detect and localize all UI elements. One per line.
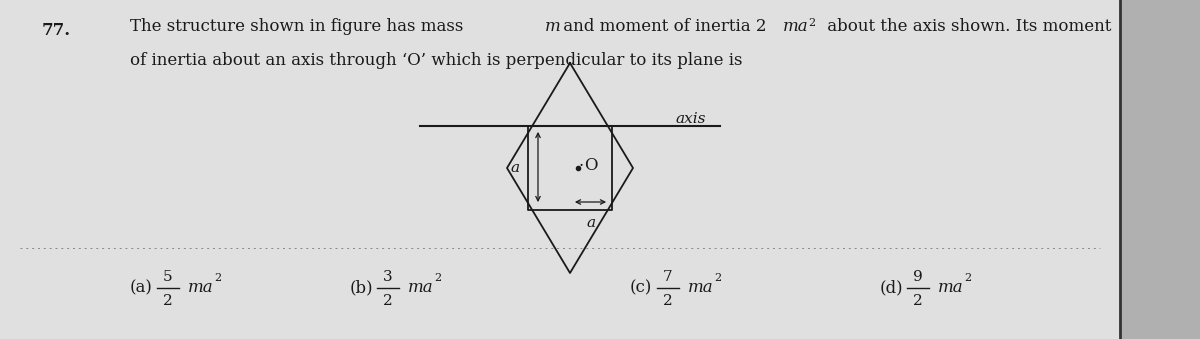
Text: about the axis shown. Its moment: about the axis shown. Its moment bbox=[822, 18, 1111, 35]
Text: 5: 5 bbox=[163, 270, 173, 284]
Text: 2: 2 bbox=[163, 294, 173, 308]
Text: ma: ma bbox=[188, 279, 214, 297]
Bar bbox=[1120, 0, 1200, 339]
Text: 3: 3 bbox=[383, 270, 392, 284]
Text: The structure shown in figure has mass: The structure shown in figure has mass bbox=[130, 18, 469, 35]
Text: a: a bbox=[587, 216, 595, 230]
Text: (c): (c) bbox=[630, 279, 653, 297]
Text: ·: · bbox=[580, 158, 584, 175]
Text: 2: 2 bbox=[714, 273, 721, 283]
Text: axis: axis bbox=[674, 112, 706, 126]
Text: 7: 7 bbox=[664, 270, 673, 284]
Text: 2: 2 bbox=[913, 294, 923, 308]
Text: ma: ma bbox=[688, 279, 714, 297]
Text: O: O bbox=[584, 158, 598, 175]
Text: 2: 2 bbox=[964, 273, 971, 283]
Text: a: a bbox=[511, 161, 520, 175]
Text: (a): (a) bbox=[130, 279, 152, 297]
Text: 2: 2 bbox=[434, 273, 442, 283]
Text: ma: ma bbox=[408, 279, 433, 297]
Text: and moment of inertia 2: and moment of inertia 2 bbox=[558, 18, 767, 35]
Text: ma: ma bbox=[938, 279, 964, 297]
Text: 2: 2 bbox=[383, 294, 392, 308]
Text: 2: 2 bbox=[214, 273, 221, 283]
Text: m: m bbox=[545, 18, 560, 35]
Text: of inertia about an axis through ‘O’ which is perpendicular to its plane is: of inertia about an axis through ‘O’ whi… bbox=[130, 52, 743, 69]
Text: 2: 2 bbox=[808, 18, 815, 28]
Text: 2: 2 bbox=[664, 294, 673, 308]
Text: 9: 9 bbox=[913, 270, 923, 284]
Text: 77.: 77. bbox=[42, 22, 71, 39]
Text: (d): (d) bbox=[880, 279, 904, 297]
Text: (b): (b) bbox=[350, 279, 373, 297]
Text: ma: ma bbox=[784, 18, 809, 35]
